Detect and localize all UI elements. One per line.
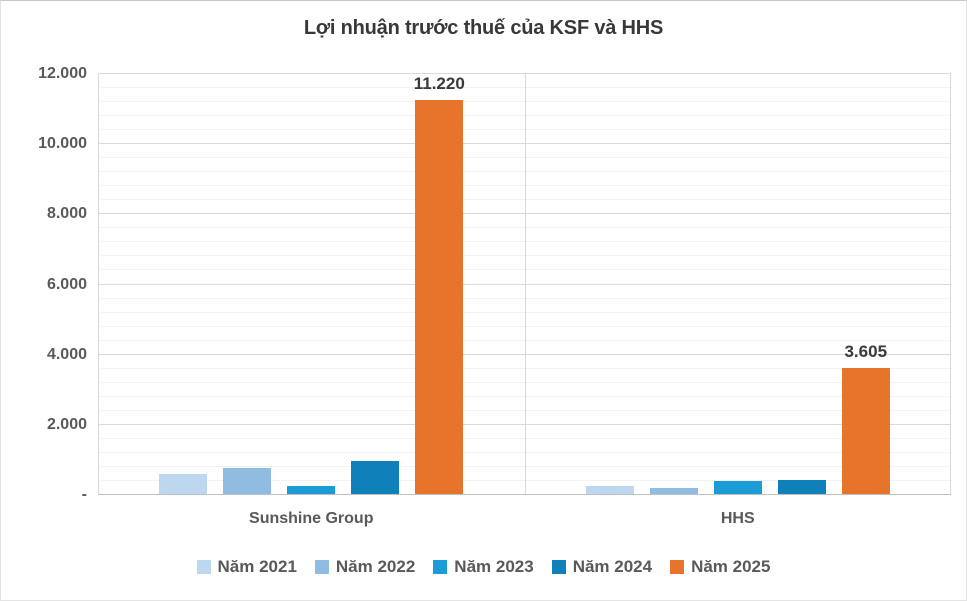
y-tick-label: 6.000 xyxy=(46,275,87,293)
legend-swatch-icon xyxy=(433,560,448,574)
bar-n-m-2025-sunshine-group xyxy=(415,100,464,494)
legend-item-n-m-2023: Năm 2023 xyxy=(433,557,534,577)
category-divider-line xyxy=(524,74,526,495)
legend-swatch-icon xyxy=(670,560,685,574)
bar-n-m-2021-hhs xyxy=(585,486,634,494)
legend: Năm 2021 Năm 2022 Năm 2023 Năm 2024 Năm 2025 xyxy=(1,557,966,577)
y-tick-label: 10.000 xyxy=(38,135,87,153)
y-tick-label: 12.000 xyxy=(38,65,87,82)
y-tick-label: 8.000 xyxy=(46,205,87,223)
legend-label: Năm 2024 xyxy=(572,557,653,576)
category-label-hhs: HHS xyxy=(720,510,755,527)
plot-area: 11.220 3.605 xyxy=(98,73,951,495)
legend-swatch-icon xyxy=(196,560,211,574)
y-tick-label: 2.000 xyxy=(46,415,87,433)
bar-n-m-2023-hhs xyxy=(713,481,762,494)
legend-item-n-m-2024: Năm 2024 xyxy=(551,557,653,577)
gridline-major xyxy=(98,73,951,74)
plot-border-line xyxy=(950,74,951,495)
x-axis-line xyxy=(98,494,951,495)
legend-swatch-icon xyxy=(314,560,329,574)
legend-label: Năm 2021 xyxy=(217,557,297,576)
legend-swatch-icon xyxy=(551,560,566,574)
bar-n-m-2021-sunshine-group xyxy=(159,474,208,494)
legend-label: Năm 2023 xyxy=(454,557,534,576)
bar-n-m-2024-sunshine-group xyxy=(351,461,400,494)
bar-n-m-2022-hhs xyxy=(649,488,698,494)
y-tick-label: - xyxy=(81,486,87,503)
data-label-hhs: 3.605 xyxy=(844,342,888,361)
bar-n-m-2023-sunshine-group xyxy=(287,486,336,494)
chart-title: Lợi nhuận trước thuế của KSF và HHS xyxy=(303,17,664,39)
legend-item-n-m-2025: Năm 2025 xyxy=(670,557,770,577)
plot-border-line xyxy=(98,74,99,495)
bar-n-m-2022-sunshine-group xyxy=(223,468,272,494)
legend-item-n-m-2021: Năm 2021 xyxy=(196,557,297,577)
category-label-sunshine-group: Sunshine Group xyxy=(249,510,374,527)
legend-label: Năm 2025 xyxy=(691,557,771,576)
bar-n-m-2024-hhs xyxy=(777,480,826,494)
legend-label: Năm 2022 xyxy=(335,557,416,576)
legend-item-n-m-2022: Năm 2022 xyxy=(314,557,416,577)
data-label-sunshine-group: 11.220 xyxy=(413,74,465,93)
y-tick-label: 4.000 xyxy=(46,345,87,363)
bar-n-m-2025-hhs xyxy=(841,368,890,494)
